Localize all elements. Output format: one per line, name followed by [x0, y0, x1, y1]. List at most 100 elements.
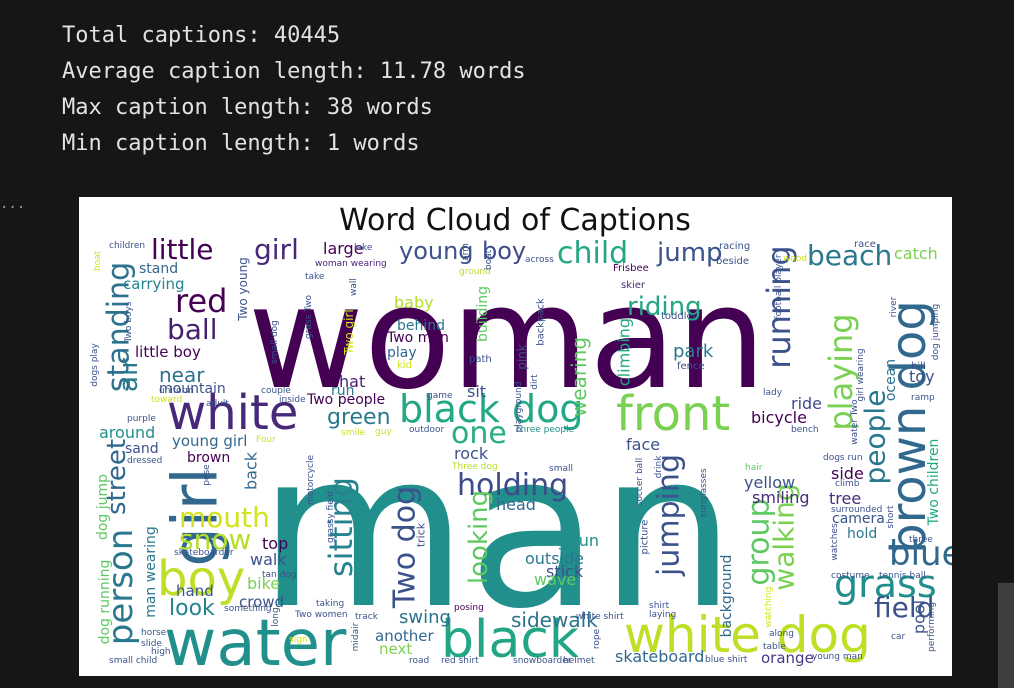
word-hill: hill [911, 361, 926, 372]
word-sidewalk: sidewalk [511, 608, 598, 632]
word-water-two: water Two [850, 399, 860, 445]
word-hold: hold [847, 526, 877, 542]
word-playground: playground [514, 382, 524, 433]
word-person: person [101, 529, 141, 646]
word-blue: blue [889, 534, 952, 574]
word-sign: sign [289, 635, 308, 645]
word-dog-jumping: dog jumping [931, 304, 941, 360]
word-wood: wood [783, 254, 807, 264]
scrollbar-thumb[interactable] [998, 583, 1014, 688]
word-skateboard: skateboard [615, 647, 704, 666]
word-beside: beside [716, 256, 749, 267]
word-pool: pool [910, 600, 929, 634]
word-fence: fence [677, 361, 705, 372]
word-dog-jump: dog jump [95, 474, 111, 540]
word-grass: grass [834, 562, 937, 606]
word-brown-dog: brown dog [881, 300, 937, 554]
word-ground: ground [459, 267, 491, 277]
word-play: play [387, 345, 417, 361]
cell-output-marker[interactable]: ... [0, 196, 26, 212]
word-stick: stick [546, 562, 584, 581]
word-ocean: ocean [883, 359, 899, 401]
word-watching: watching [764, 587, 774, 628]
word-two-people: Two people [306, 392, 385, 408]
word-catch: catch [894, 244, 938, 263]
word-tree: tree [829, 489, 861, 508]
word-water: water [164, 607, 347, 676]
word-climbing: climbing [615, 318, 634, 386]
word-shirt: shirt [649, 601, 670, 611]
word-arm: arm [461, 243, 471, 261]
word-motorcycle: motorcycle [306, 455, 316, 506]
word-short: short [886, 505, 896, 529]
word-run: run [331, 383, 355, 399]
word-tan-dog: tan dog [262, 570, 297, 580]
word-camera: camera [832, 511, 885, 527]
word-race: race [854, 239, 876, 250]
word-girl-wearing: girl wearing [856, 348, 866, 401]
word-pose: pose [202, 464, 212, 486]
word-midair: midair [351, 622, 361, 651]
word-two-children: Two children [926, 439, 942, 527]
word-people: people [859, 390, 892, 485]
word-park: park [673, 341, 714, 362]
word-guy: guy [375, 427, 392, 437]
word-child: child [557, 236, 628, 271]
figure-title: Word Cloud of Captions [339, 203, 691, 238]
word-kid: kid [397, 360, 412, 371]
word-inside: inside [279, 395, 306, 405]
word-snow: snow [179, 523, 251, 556]
stat-total-captions: Total captions: 40445 [62, 23, 341, 48]
word-two-men: Two men [386, 330, 449, 346]
word-smiling: smiling [752, 488, 810, 507]
word-dressed: dressed [127, 456, 162, 466]
word-taking: taking [316, 599, 344, 609]
word-top: top [262, 534, 288, 553]
word-sit: sit [467, 382, 486, 401]
word-watches: watches [830, 523, 840, 561]
word-slide: slide [141, 639, 162, 649]
word-bike: bike [247, 574, 280, 593]
word-rock: rock [454, 444, 489, 463]
word-look: look [169, 596, 215, 621]
word-road: road [409, 656, 429, 666]
word-young-man: young man [812, 652, 863, 662]
word-two-women: Two women [294, 610, 348, 620]
word-skier: skier [621, 280, 646, 291]
word-along: along [769, 629, 794, 639]
word-ramp: ramp [911, 393, 935, 403]
word-black-dog: black dog [399, 387, 583, 431]
output-stats: Total captions: 40445 Average caption le… [62, 18, 526, 162]
word-small-dog: small dog [270, 320, 280, 364]
word-wave: wave [534, 570, 576, 589]
word-toddler: toddler [661, 311, 698, 322]
word-large: large [323, 239, 364, 258]
word-man: man [258, 405, 735, 656]
word-grassy-field: grassy field [326, 491, 336, 543]
word-yellow: yellow [744, 473, 795, 492]
word-behind: behind [397, 318, 445, 334]
word-grass-two: grass Two [304, 294, 314, 339]
word-woman-wearing: woman wearing [315, 259, 387, 269]
word-long: long [271, 607, 281, 626]
word-car: car [891, 632, 905, 642]
word-brown: brown [187, 450, 230, 466]
word-building: building [475, 286, 491, 342]
word-young-girl: young girl [172, 432, 247, 450]
word-ride: ride [791, 394, 822, 413]
word-wearing: wearing [567, 337, 591, 417]
word-girl: girl [159, 467, 232, 566]
word-red: red [175, 282, 227, 320]
word-face: face [626, 435, 660, 454]
word-dirt: dirt [530, 374, 540, 390]
word-three: three [909, 535, 933, 545]
word-blue-shirt: blue shirt [705, 655, 748, 665]
word-lady: lady [763, 388, 783, 398]
word-uniform: uniform [159, 386, 194, 396]
word-dog-run: dog run [537, 531, 599, 550]
word-boy: boy [482, 237, 526, 265]
word-one: one [451, 416, 507, 451]
word-laying: laying [649, 610, 676, 620]
word-white-dog: white dog [624, 606, 871, 664]
word-riding: riding [627, 292, 702, 322]
